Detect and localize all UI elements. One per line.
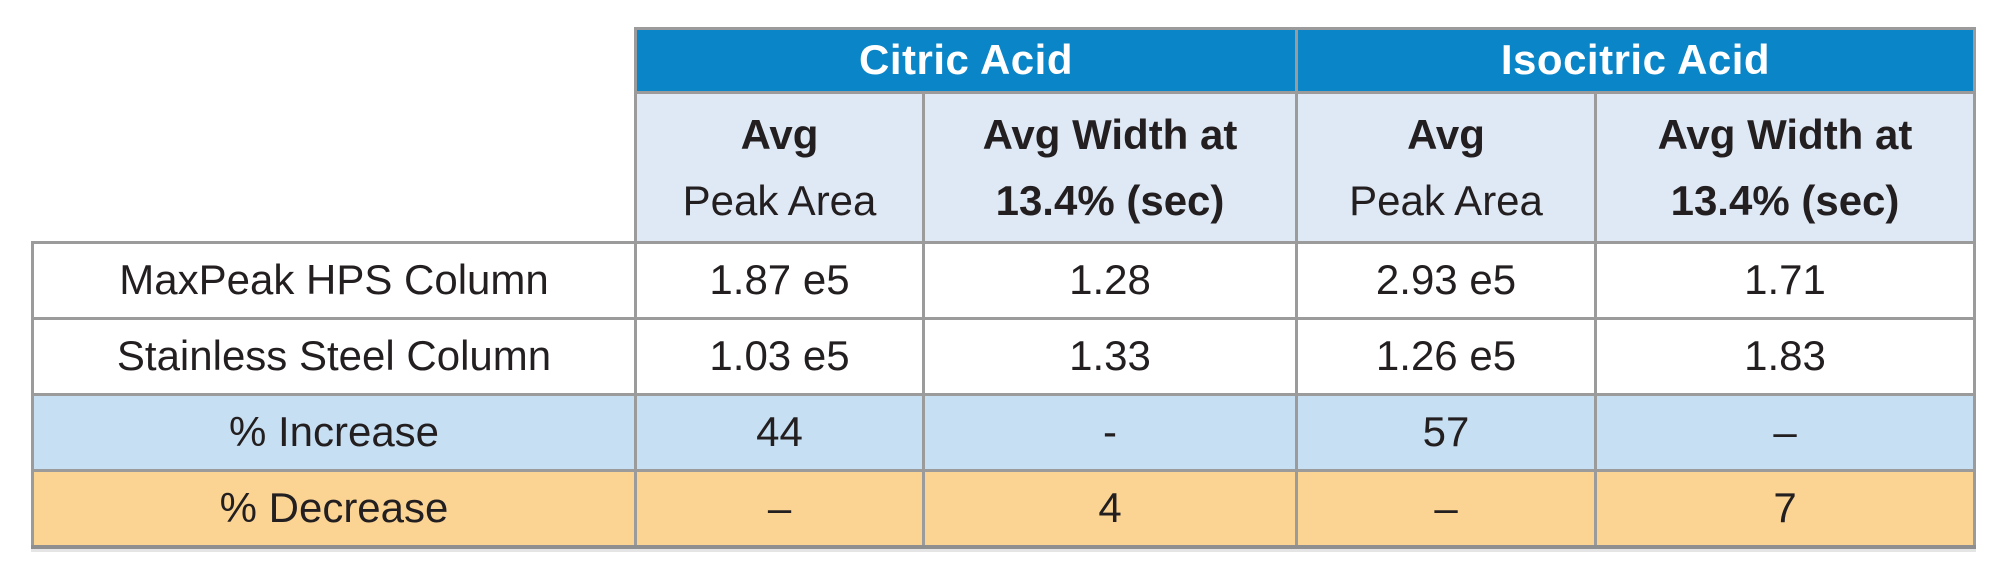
subheader-citric-avg-width: Avg Width at 13.4% (sec)	[922, 91, 1298, 244]
table-row-maxpeak-hps-column: MaxPeak HPS Column 1.87 e5 1.28 2.93 e5 …	[31, 241, 1976, 320]
value-cell: –	[1295, 469, 1597, 549]
value-cell: 1.83	[1594, 317, 1976, 396]
table-row-percent-decrease: % Decrease – 4 – 7	[31, 469, 1976, 549]
subheader-line1: Avg Width at	[1657, 110, 1913, 158]
value-cell: 1.71	[1594, 241, 1976, 320]
row-label: MaxPeak HPS Column	[31, 241, 637, 320]
row-label: Stainless Steel Column	[31, 317, 637, 396]
value-cell: 1.28	[922, 241, 1298, 320]
subheader-citric-avg-peak-area: Avg Peak Area	[634, 91, 925, 244]
value-cell: -	[922, 393, 1298, 472]
value-cell: –	[1594, 393, 1976, 472]
subheader-line2: Peak Area	[682, 176, 877, 224]
subheader-line1: Avg	[1407, 110, 1485, 158]
row-label: % Increase	[31, 393, 637, 472]
empty-corner-cell	[33, 93, 636, 243]
subheader-isocitric-avg-peak-area: Avg Peak Area	[1295, 91, 1597, 244]
subheader-line2: 13.4% (sec)	[1670, 176, 1900, 224]
value-cell: 1.87 e5	[634, 241, 925, 320]
value-cell: 1.26 e5	[1295, 317, 1597, 396]
value-cell: 4	[922, 469, 1298, 549]
column-group-header-citric-acid: Citric Acid	[634, 27, 1298, 94]
group-header-row: Citric Acid Isocitric Acid	[33, 27, 1976, 94]
value-cell: 7	[1594, 469, 1976, 549]
subheader-line2: 13.4% (sec)	[995, 176, 1225, 224]
table-row-percent-increase: % Increase 44 - 57 –	[31, 393, 1976, 472]
value-cell: 1.33	[922, 317, 1298, 396]
value-cell: 44	[634, 393, 925, 472]
subheader-line2: Peak Area	[1349, 176, 1543, 224]
subheader-row: Avg Peak Area Avg Width at 13.4% (sec) A…	[33, 91, 1976, 244]
empty-corner-cell	[33, 29, 636, 93]
row-label: % Decrease	[31, 469, 637, 549]
value-cell: –	[634, 469, 925, 549]
table-row-stainless-steel-column: Stainless Steel Column 1.03 e5 1.33 1.26…	[31, 317, 1976, 396]
subheader-line1: Avg	[740, 110, 819, 158]
value-cell: 2.93 e5	[1295, 241, 1597, 320]
column-group-header-isocitric-acid: Isocitric Acid	[1295, 27, 1976, 94]
value-cell: 57	[1295, 393, 1597, 472]
subheader-isocitric-avg-width: Avg Width at 13.4% (sec)	[1594, 91, 1976, 244]
subheader-line1: Avg Width at	[982, 110, 1238, 158]
column-comparison-table: Citric Acid Isocitric Acid Avg Peak Area…	[31, 27, 1976, 549]
value-cell: 1.03 e5	[634, 317, 925, 396]
